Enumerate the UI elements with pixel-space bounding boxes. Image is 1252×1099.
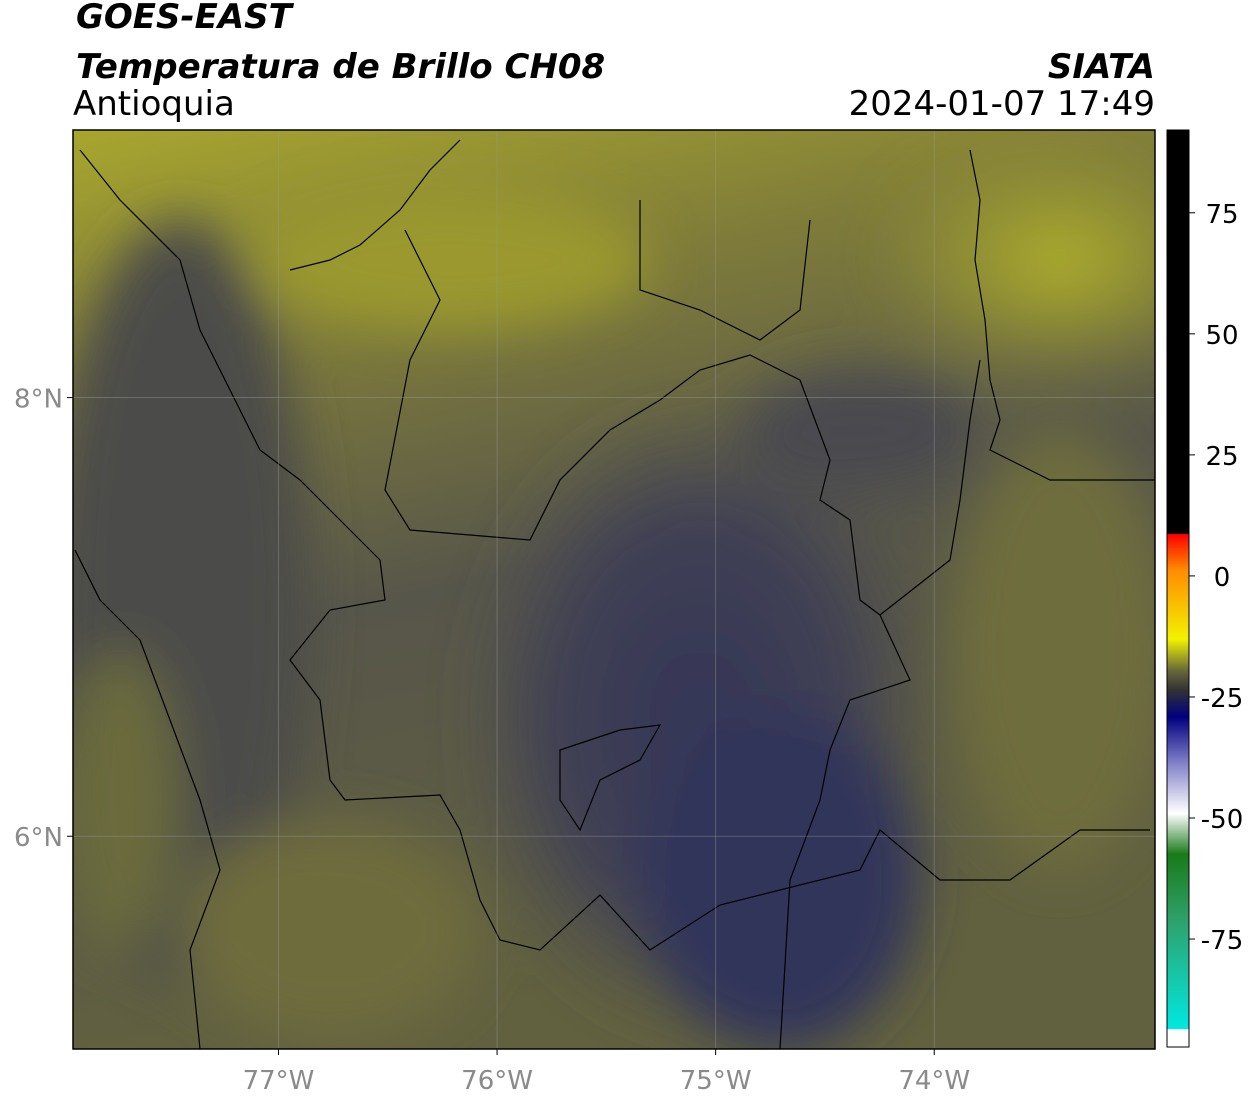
colorbar-tick-label: 25 xyxy=(1205,442,1238,472)
colorbar xyxy=(1166,129,1190,1048)
datetime: 2024-01-07 17:49 xyxy=(849,84,1155,124)
colorbar-tick-label: 50 xyxy=(1205,321,1238,351)
title: GOES-EAST xyxy=(76,0,295,37)
y-tick-label: 6°N xyxy=(14,823,63,853)
graticule xyxy=(73,130,1155,1049)
colorbar-tick-label: 0 xyxy=(1214,563,1231,593)
colorbar-tick-label: 75 xyxy=(1205,200,1238,230)
x-tick-label: 74°W xyxy=(898,1066,970,1096)
map-frame xyxy=(72,129,1156,1050)
source: SIATA xyxy=(1048,47,1155,87)
x-tick-label: 76°W xyxy=(461,1066,533,1096)
x-tick-label: 77°W xyxy=(243,1066,315,1096)
colorbar-tick-label: -50 xyxy=(1201,805,1243,835)
y-tick-label: 8°N xyxy=(14,385,63,415)
x-tick-label: 75°W xyxy=(680,1066,752,1096)
region: Antioquia xyxy=(73,84,235,124)
subtitle: Temperatura de Brillo CH08 xyxy=(76,47,605,87)
satellite-image xyxy=(73,130,1155,1049)
colorbar-tick-label: -75 xyxy=(1201,926,1243,956)
colorbar-tick-label: -25 xyxy=(1201,684,1243,714)
